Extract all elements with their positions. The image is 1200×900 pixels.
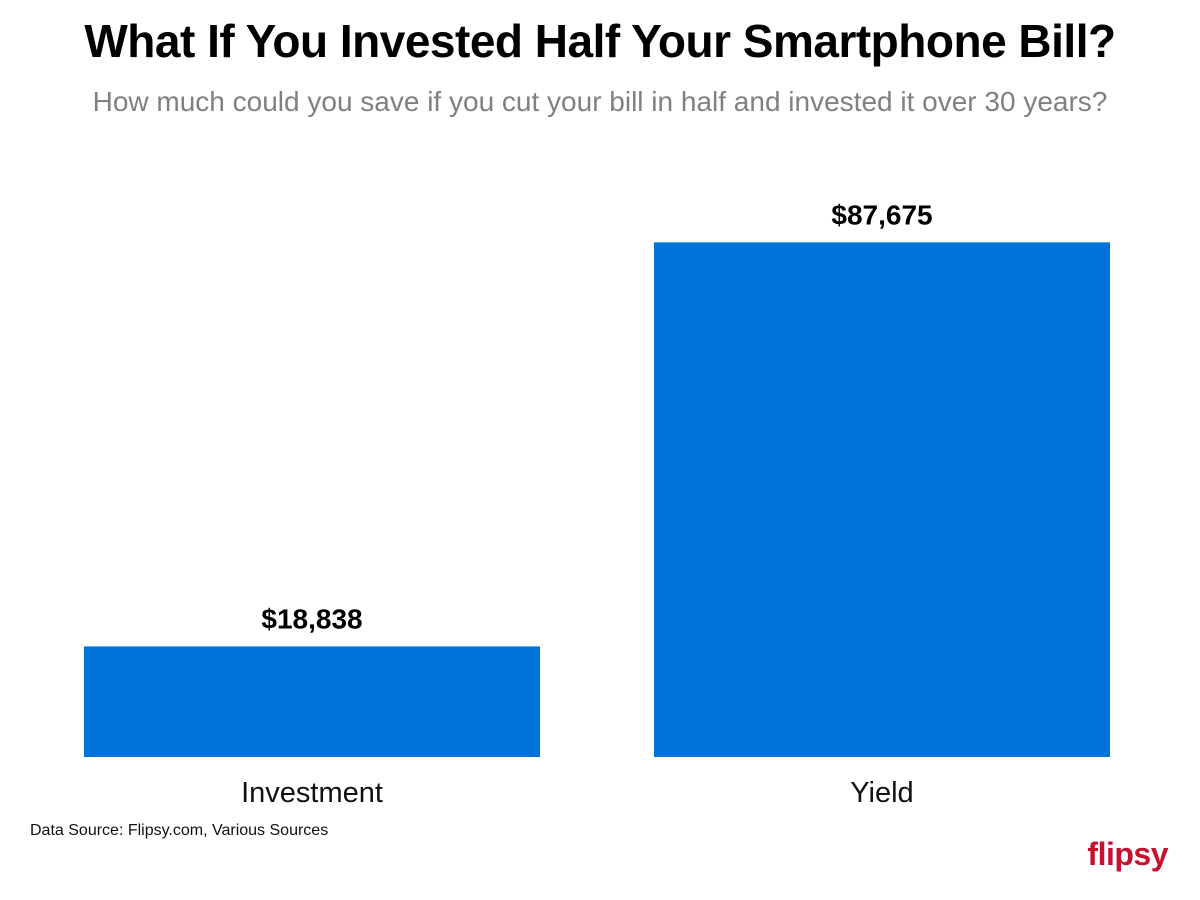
bar-investment xyxy=(84,646,540,757)
data-label-investment: $18,838 xyxy=(261,603,362,634)
chart-subtitle: How much could you save if you cut your … xyxy=(92,86,1108,117)
data-label-yield: $87,675 xyxy=(831,199,932,230)
x-tick-label-investment: Investment xyxy=(241,777,383,809)
x-tick-label-yield: Yield xyxy=(850,777,913,809)
chart-title: What If You Invested Half Your Smartphon… xyxy=(84,15,1116,67)
data-source-note: Data Source: Flipsy.com, Various Sources xyxy=(30,822,329,839)
flipsy-logo: flipsy xyxy=(1087,836,1168,872)
bar-yield xyxy=(654,242,1110,757)
